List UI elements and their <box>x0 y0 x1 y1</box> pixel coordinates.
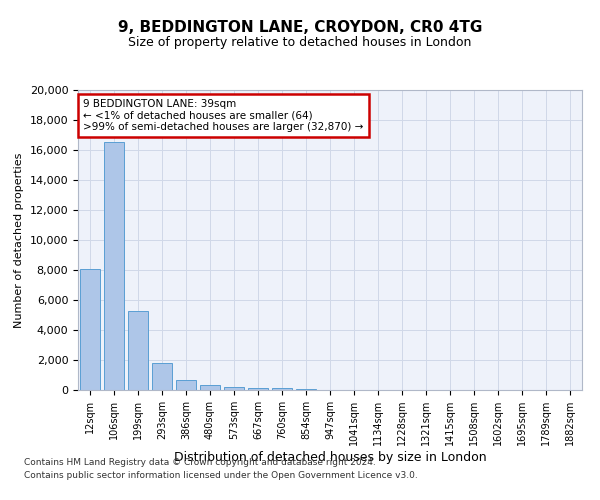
Text: Contains public sector information licensed under the Open Government Licence v3: Contains public sector information licen… <box>24 472 418 480</box>
Bar <box>176 380 196 390</box>
Bar <box>104 142 124 390</box>
Bar <box>152 363 172 390</box>
Bar <box>80 268 100 390</box>
Y-axis label: Number of detached properties: Number of detached properties <box>14 152 24 328</box>
Bar <box>272 388 292 390</box>
Bar <box>200 385 220 390</box>
Text: Size of property relative to detached houses in London: Size of property relative to detached ho… <box>128 36 472 49</box>
Text: Contains HM Land Registry data © Crown copyright and database right 2024.: Contains HM Land Registry data © Crown c… <box>24 458 376 467</box>
Text: 9 BEDDINGTON LANE: 39sqm
← <1% of detached houses are smaller (64)
>99% of semi-: 9 BEDDINGTON LANE: 39sqm ← <1% of detach… <box>83 99 364 132</box>
Bar <box>128 310 148 390</box>
Text: 9, BEDDINGTON LANE, CROYDON, CR0 4TG: 9, BEDDINGTON LANE, CROYDON, CR0 4TG <box>118 20 482 35</box>
Bar <box>224 387 244 390</box>
Bar <box>296 389 316 390</box>
Bar <box>248 388 268 390</box>
X-axis label: Distribution of detached houses by size in London: Distribution of detached houses by size … <box>173 451 487 464</box>
